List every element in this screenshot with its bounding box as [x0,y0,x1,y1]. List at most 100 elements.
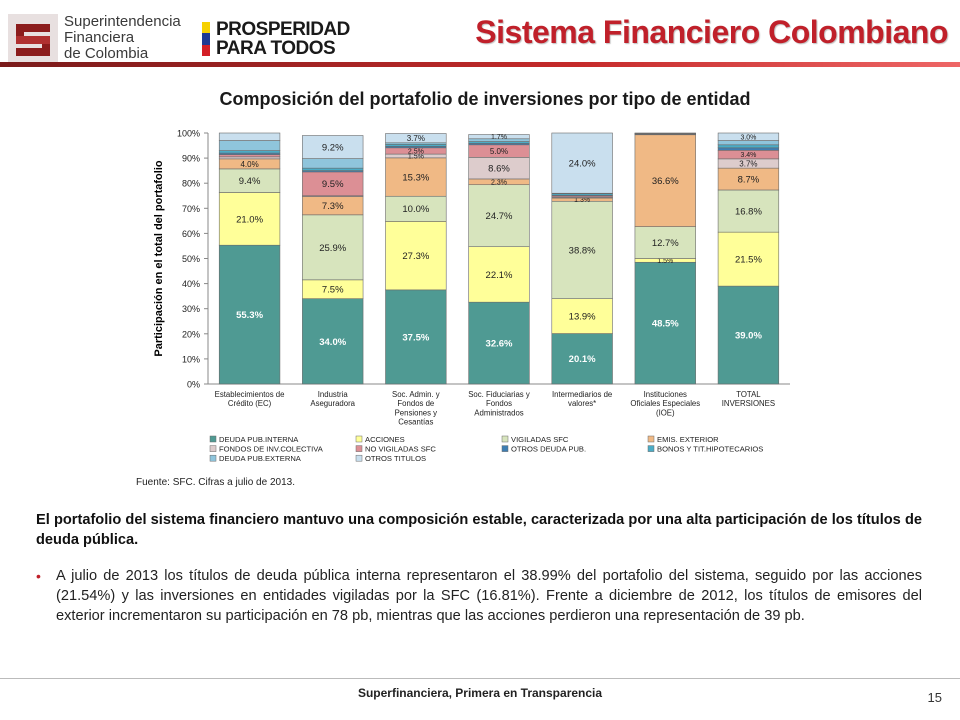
footer-slogan: Superfinanciera, Primera en Transparenci… [357,686,603,700]
bullet-paragraph: • A julio de 2013 los títulos de deuda p… [36,566,922,626]
y-tick-label: 70% [182,204,200,214]
bar-segment [218,154,281,158]
category-label: Intermediarios de [552,390,612,399]
bullet-text: A julio de 2013 los títulos de deuda púb… [56,568,922,624]
flag-stripe [202,33,210,45]
data-label: 48.5% [652,319,679,330]
bar-segment [302,167,364,171]
bar-segment [218,156,281,160]
bar-segment [551,333,613,385]
sfc-logo-name: Superintendencia Financiera de Colombia [64,14,181,62]
sfc-logo-line: Superintendencia [64,13,181,30]
data-label: 15.3% [402,172,429,183]
bar-segment [551,200,613,299]
legend-label: BONOS Y TIT.HIPOTECARIOS [657,445,763,454]
flag-stripe [202,44,210,56]
legend-swatch [209,454,217,462]
stacked-bar-chart: Participación en el total del portafolio… [153,129,790,463]
legend-label: NO VIGILADAS SFC [365,445,436,454]
bar-segment [468,246,530,303]
y-tick-label: 90% [182,154,200,164]
data-label: 2.3% [491,179,507,186]
bar-segment [717,231,780,287]
y-tick-label: 30% [182,304,200,314]
data-label: 3.7% [407,134,425,143]
chart-title: Composición del portafolio de inversione… [219,89,751,109]
legend-swatch [647,445,655,452]
data-label: 9.4% [239,176,261,187]
y-tick-label: 60% [182,229,200,239]
data-label: 7.3% [322,201,344,212]
data-label: 1.3% [574,197,590,204]
data-label: 22.1% [486,270,513,281]
chart-source: Fuente: SFC. Cifras a julio de 2013. [136,477,295,488]
bar-segment [385,143,447,147]
bar-segment [385,195,447,222]
colombia-flag-icon [202,22,210,56]
legend-swatch [209,445,217,452]
bar-segment [717,132,780,141]
bar-segment [634,134,696,227]
sfc-logo: Superintendencia Financiera de Colombia [8,12,188,66]
bar-segment [218,192,281,246]
data-label: 5.0% [490,147,508,156]
bar-segment [717,144,780,149]
data-label: 1.7% [491,134,507,141]
flag-stripe [202,22,210,34]
bar-segment [717,285,780,385]
bar-segment [385,157,447,197]
bar-segment [302,135,364,159]
prosperidad-logo: PROSPERIDAD PARA TODOS [202,20,352,60]
data-label: 38.8% [569,245,596,256]
data-label: 37.5% [402,332,429,343]
bar-segment [717,147,780,151]
bar-segment [218,150,281,154]
bar-segment [551,298,613,334]
category-label: Fondos de [397,399,434,408]
bar-segment [468,184,530,248]
data-label: 1.5% [657,258,673,265]
bar-segment [218,132,281,141]
legend-swatch [355,435,363,443]
sfc-logo-line: de Colombia [64,45,149,62]
data-label: 24.0% [569,159,596,170]
data-label: 3.4% [740,152,756,159]
legend-swatch [209,435,217,443]
legend-swatch [501,445,509,452]
category-label: Cesantías [398,418,433,427]
category-label: valores* [568,399,596,408]
data-label: 16.8% [735,206,762,217]
legend-label: DEUDA PUB.EXTERNA [219,454,302,463]
y-tick-label: 20% [182,329,200,339]
bar-segment [468,301,530,385]
legend-label: FONDOS DE INV.COLECTIVA [219,445,324,454]
bar-segment [385,133,447,144]
data-label: 55.3% [236,310,263,321]
data-label: 36.6% [652,176,679,187]
y-tick-label: 50% [182,254,200,264]
category-label: Administrados [474,408,524,417]
sfc-logo-line: Financiera [64,29,135,46]
bar-segment [385,289,447,385]
legend-swatch [647,435,655,443]
data-label: 21.5% [735,255,762,266]
bar-segment [218,140,281,151]
data-label: 34.0% [319,337,346,348]
bar-segment [634,261,696,385]
category-label: Soc. Fiduciarias y [468,390,530,399]
data-label: 39.0% [735,330,762,341]
prosperidad-logo-text: PROSPERIDAD PARA TODOS [216,20,350,58]
data-label: 7.5% [322,285,344,296]
bar-segment [302,214,364,281]
data-label: 24.7% [486,211,513,222]
data-label: 9.2% [322,142,344,153]
category-label: INVERSIONES [722,399,775,408]
category-label: (IOE) [656,408,675,417]
y-tick-label: 100% [177,129,200,139]
footer-divider [0,678,960,679]
data-label: 27.3% [402,251,429,262]
category-label: Pensiones y [395,408,438,417]
data-label: 20.1% [569,354,596,365]
data-label: 2.5% [408,148,424,155]
y-tick-label: 40% [182,279,200,289]
